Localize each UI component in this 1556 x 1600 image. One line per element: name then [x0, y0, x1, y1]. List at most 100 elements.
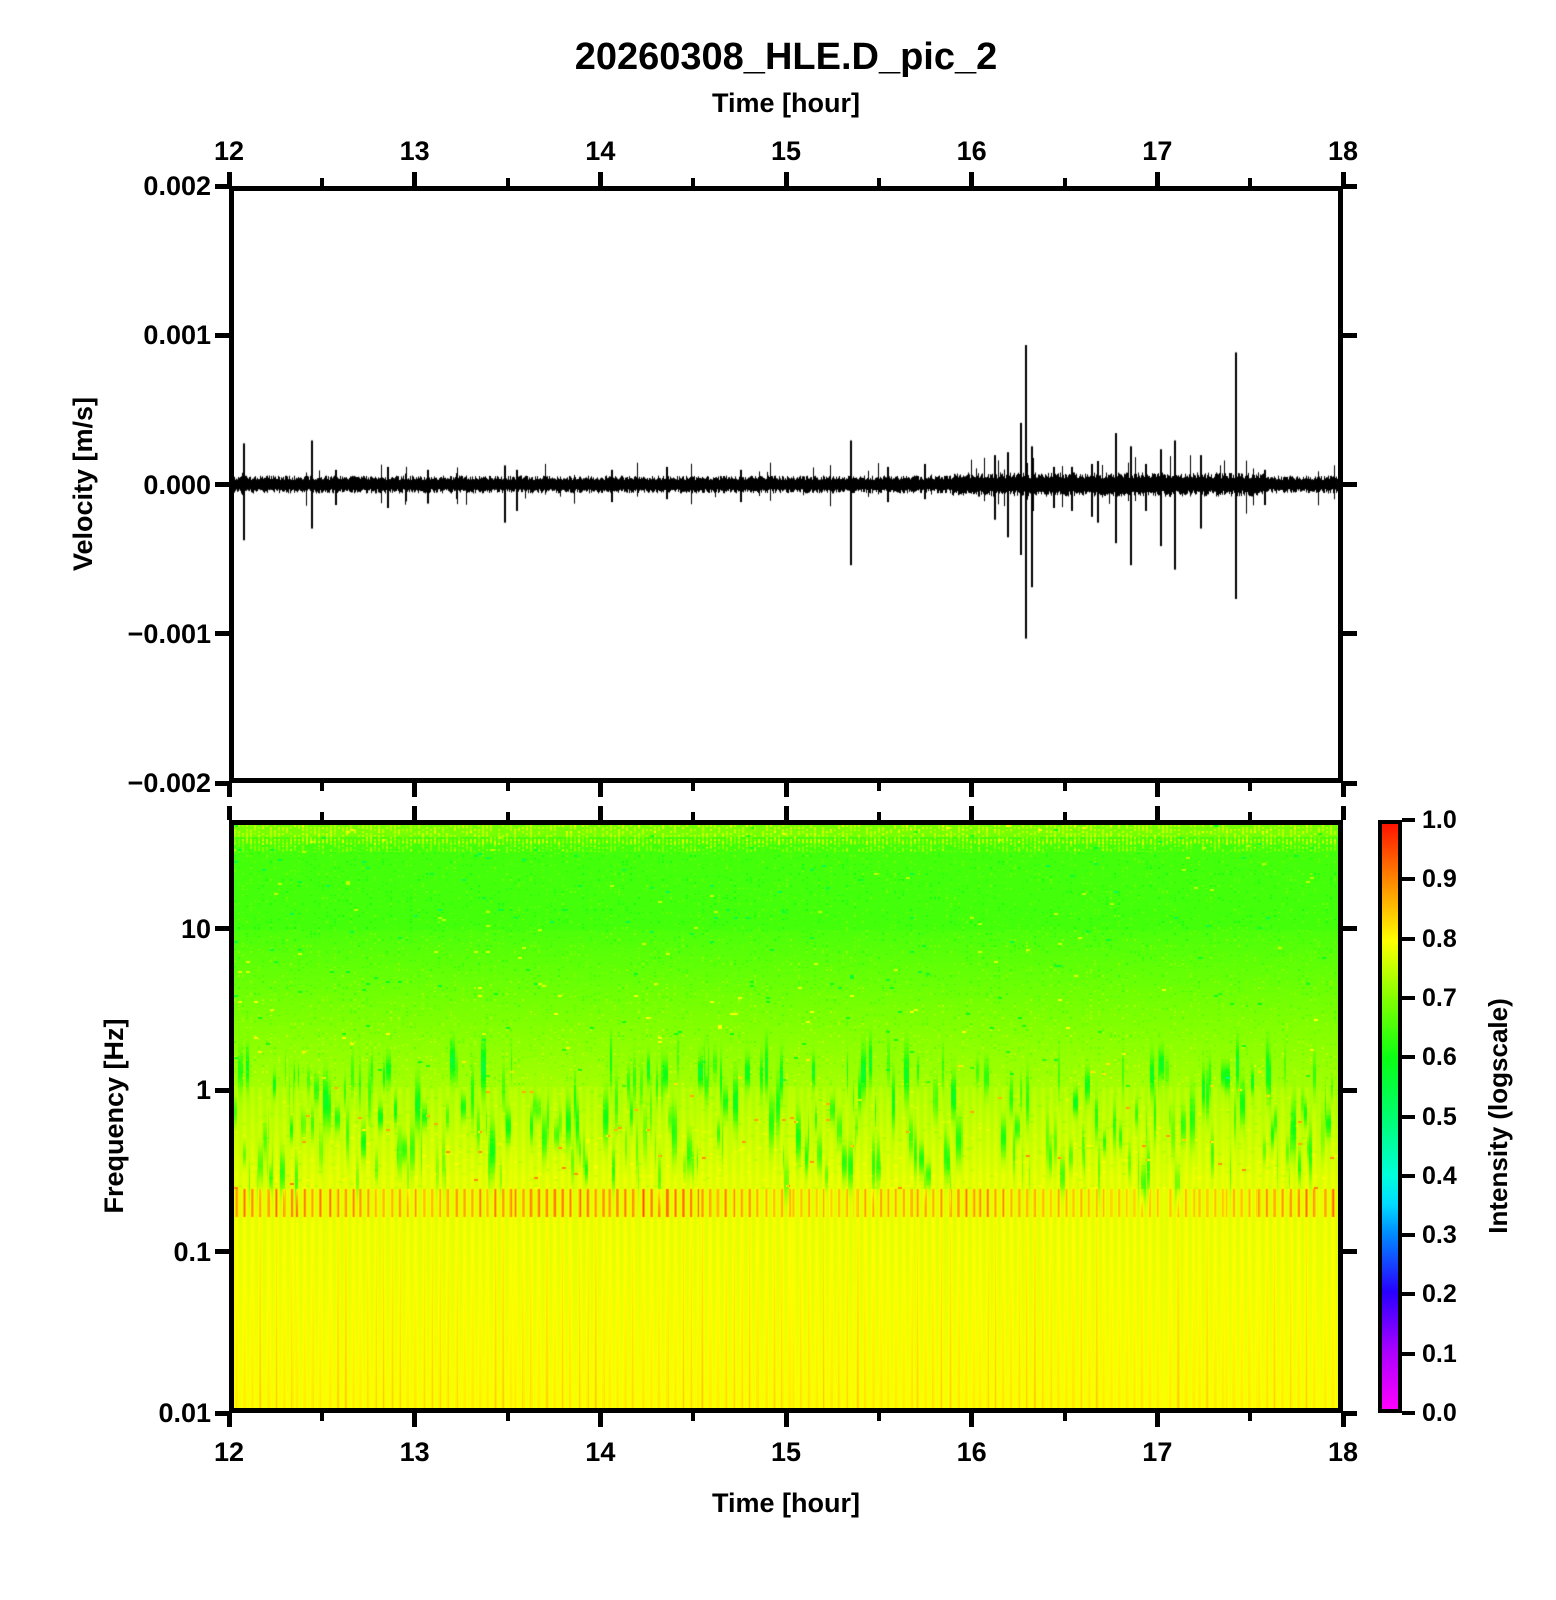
bottom-x-tick-label: 17	[1142, 1437, 1173, 1467]
axis-tick	[412, 1413, 418, 1427]
axis-tick	[1402, 877, 1415, 882]
axis-tick	[412, 172, 418, 186]
axis-tick	[876, 783, 881, 791]
top-x-tick-label: 14	[585, 136, 616, 166]
axis-tick	[412, 806, 418, 820]
axis-tick	[969, 806, 975, 820]
velocity-tick-label: −0.001	[127, 618, 211, 649]
axis-tick	[1154, 806, 1160, 820]
axis-tick	[783, 783, 789, 797]
axis-tick	[969, 172, 975, 186]
axis-tick	[226, 783, 232, 797]
axis-tick	[876, 812, 881, 820]
colorbar-gradient	[1382, 824, 1398, 1409]
top-x-tick-label: 12	[213, 136, 245, 166]
axis-tick	[226, 172, 232, 186]
axis-tick	[319, 178, 324, 186]
axis-tick	[1248, 178, 1253, 186]
axis-tick	[783, 172, 789, 186]
colorbar-tick-label: 0.9	[1422, 865, 1457, 894]
bottom-x-tick-label: 13	[399, 1437, 430, 1467]
frequency-tick-label: 10	[180, 913, 211, 944]
axis-tick	[215, 183, 229, 189]
axis-tick	[319, 812, 324, 820]
frequency-axis-label: Frequency [Hz]	[99, 1018, 129, 1214]
waveform-panel	[229, 186, 1343, 783]
bottom-x-tick-label: 16	[956, 1437, 987, 1467]
axis-tick	[319, 1413, 324, 1421]
frequency-tick-label: 1	[195, 1075, 211, 1106]
axis-tick	[215, 926, 229, 932]
axis-tick	[1343, 332, 1357, 338]
axis-tick	[1248, 812, 1253, 820]
top-x-tick-label: 17	[1142, 136, 1173, 166]
axis-tick	[1402, 1233, 1415, 1238]
axis-tick	[597, 1413, 603, 1427]
axis-tick	[1343, 1249, 1357, 1254]
axis-tick	[783, 1413, 789, 1427]
axis-tick	[215, 482, 229, 487]
axis-tick	[1154, 783, 1160, 797]
axis-tick	[1402, 1292, 1415, 1297]
axis-tick	[691, 783, 696, 791]
plot-title: 20260308_HLE.D_pic_2	[574, 36, 998, 78]
axis-tick	[876, 178, 881, 186]
axis-tick	[1154, 1413, 1160, 1427]
axis-tick	[1343, 631, 1357, 637]
axis-tick	[1402, 936, 1415, 941]
axis-tick	[1343, 1087, 1357, 1093]
axis-tick	[1062, 1413, 1067, 1421]
axis-tick	[215, 780, 229, 786]
velocity-tick-label: 0.000	[143, 469, 211, 500]
axis-tick	[215, 332, 229, 338]
colorbar-tick-label: 1.0	[1422, 806, 1457, 834]
axis-tick	[1154, 172, 1160, 186]
bottom-xaxis-title: Time [hour]	[712, 1488, 860, 1518]
axis-tick	[1402, 1114, 1415, 1119]
colorbar-tick-label: 0.7	[1422, 983, 1457, 1012]
axis-tick	[1062, 812, 1067, 820]
axis-tick	[969, 783, 975, 797]
axis-tick	[505, 1413, 510, 1421]
velocity-tick-label: −0.002	[127, 768, 211, 798]
axis-tick	[1248, 1413, 1253, 1421]
axis-tick	[1343, 482, 1357, 487]
axis-tick	[1340, 783, 1346, 797]
velocity-tick-label: 0.001	[143, 320, 211, 351]
top-x-tick-label: 18	[1327, 136, 1359, 166]
axis-tick	[1343, 1410, 1357, 1416]
axis-tick	[876, 1413, 881, 1421]
axis-tick	[1340, 806, 1346, 820]
axis-tick	[691, 1413, 696, 1421]
waveform-canvas	[234, 191, 1338, 778]
axis-tick	[215, 1087, 229, 1093]
axis-tick	[1402, 1055, 1415, 1060]
frequency-tick-label: 0.01	[158, 1398, 211, 1428]
spectrogram-panel	[229, 820, 1343, 1413]
axis-tick	[505, 812, 510, 820]
axis-tick	[691, 178, 696, 186]
colorbar-tick-label: 0.3	[1422, 1221, 1457, 1250]
colorbar-tick-label: 0.1	[1422, 1339, 1457, 1368]
colorbar-tick-label: 0.5	[1422, 1102, 1457, 1131]
colorbar-tick-label: 0.8	[1422, 924, 1457, 953]
axis-tick	[1340, 172, 1346, 186]
axis-tick	[412, 783, 418, 797]
axis-tick	[1248, 783, 1253, 791]
axis-tick	[783, 806, 789, 820]
axis-tick	[215, 1249, 229, 1254]
axis-tick	[226, 1413, 232, 1427]
axis-tick	[1062, 178, 1067, 186]
top-x-tick-label: 15	[770, 136, 802, 166]
colorbar-tick-label: 0.4	[1422, 1161, 1457, 1190]
colorbar-tick-label: 0.0	[1422, 1399, 1457, 1427]
axis-tick	[1402, 1351, 1415, 1356]
axis-tick	[1343, 780, 1357, 786]
colorbar-tick-label: 0.2	[1422, 1280, 1457, 1309]
spectrogram-canvas	[234, 825, 1338, 1408]
axis-tick	[1402, 818, 1415, 822]
axis-tick	[597, 783, 603, 797]
axis-tick	[969, 1413, 975, 1427]
axis-tick	[1402, 995, 1415, 1000]
